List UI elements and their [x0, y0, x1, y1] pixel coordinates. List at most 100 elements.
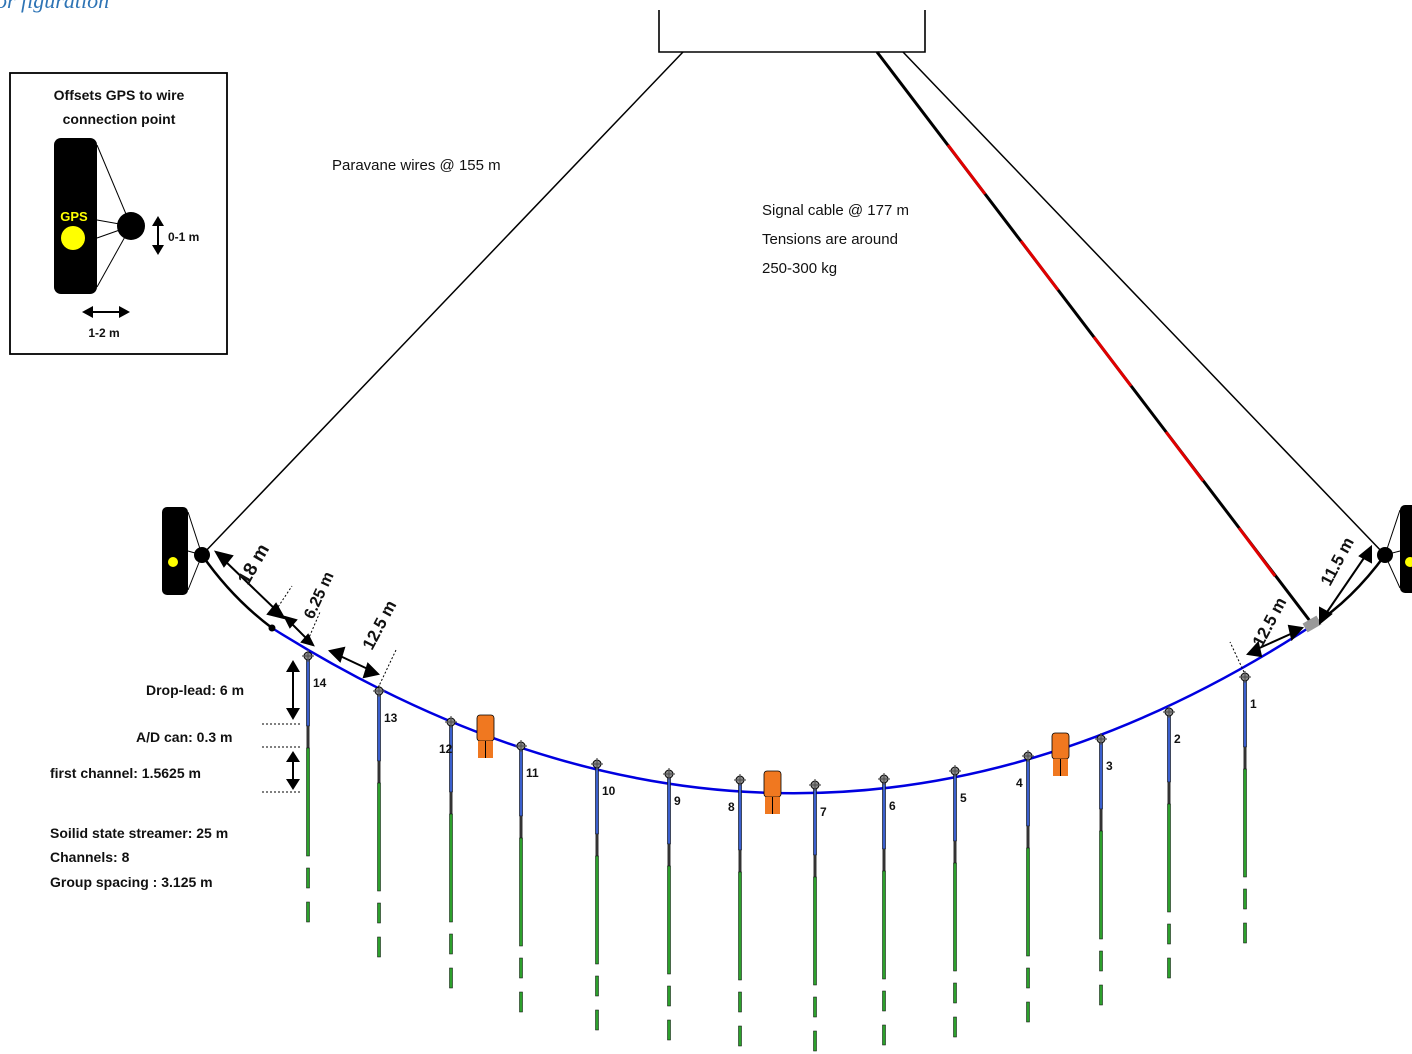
streamer-dash-b-5	[953, 1016, 957, 1038]
vessel-outline	[658, 10, 926, 53]
ad-can-label: A/D can: 0.3 m	[136, 729, 232, 745]
streamer-dash-a-8	[738, 991, 742, 1013]
streamer-11: 11	[515, 740, 539, 1013]
dim-11-5m: 11.5 m	[1317, 534, 1358, 589]
dim-12-5m-left: 12.5 m	[359, 597, 401, 653]
streamer-12: 12	[439, 716, 457, 989]
dimension-arrows	[213, 544, 1372, 679]
drop-lead-5	[953, 770, 957, 842]
streamer-dash-b-7	[813, 1030, 817, 1052]
streamer-section-12	[449, 813, 453, 923]
streamer-dash-a-10	[595, 975, 599, 997]
bird-12	[476, 714, 495, 758]
streamer-dash-b-2	[1167, 957, 1171, 979]
drop-lead-13	[377, 690, 381, 762]
streamer-dash-b-3	[1099, 984, 1103, 1006]
streamer-section-3	[1099, 830, 1103, 940]
left-paravane	[162, 507, 210, 595]
streamer-number-10: 10	[602, 784, 616, 798]
streamer-dash-a-1	[1243, 888, 1247, 910]
streamer-length-label: Soilid state streamer: 25 m	[50, 825, 228, 841]
signal-cable-label: Signal cable @ 177 m	[762, 202, 909, 219]
streamer-dash-a-6	[882, 990, 886, 1012]
streamer-number-6: 6	[889, 799, 896, 813]
streamer-dash-a-12	[449, 933, 453, 955]
streamer-section-2	[1167, 803, 1171, 913]
drop-lead-10	[595, 763, 599, 835]
streamer-dash-b-12	[449, 967, 453, 989]
drop-lead-14	[306, 655, 310, 727]
legend-guides	[262, 723, 302, 793]
ad-can-1	[1243, 747, 1247, 769]
ad-can-13	[377, 761, 381, 783]
streamer-10: 10	[591, 758, 616, 1031]
dimension-extension-lines	[275, 585, 1245, 689]
streamer-14: 14	[302, 650, 327, 923]
drop-lead-9	[667, 773, 671, 845]
streamer-number-1: 1	[1250, 697, 1257, 711]
left-connection-point	[268, 624, 276, 632]
streamer-dash-a-11	[519, 957, 523, 979]
streamer-dash-a-13	[377, 902, 381, 924]
drop-lead-6	[882, 778, 886, 850]
ad-can-8	[738, 850, 742, 872]
streamer-section-6	[882, 870, 886, 980]
streamer-number-12: 12	[439, 742, 453, 756]
streamer-section-10	[595, 855, 599, 965]
drop-lead-2	[1167, 711, 1171, 783]
streamer-dash-b-10	[595, 1009, 599, 1031]
gps-label: GPS	[60, 209, 88, 224]
streamer-9: 9	[663, 768, 681, 1041]
streamer-5: 5	[949, 765, 967, 1038]
bird-8	[763, 770, 782, 814]
ad-can-10	[595, 834, 599, 856]
streamer-number-13: 13	[384, 711, 398, 725]
streamer-dash-b-9	[667, 1019, 671, 1041]
horizontal-offset-label: 1-2 m	[88, 326, 119, 340]
gps-icon	[61, 226, 85, 250]
streamer-4: 4	[1016, 750, 1034, 1023]
streamer-number-9: 9	[674, 794, 681, 808]
ad-can-6	[882, 849, 886, 871]
tension-value-label: 250-300 kg	[762, 260, 837, 277]
streamer-section-11	[519, 837, 523, 947]
streamer-8: 8	[728, 774, 746, 1047]
streamer-3: 3	[1095, 733, 1113, 1006]
inset-paravane-body	[54, 138, 97, 294]
channels-label: Channels: 8	[50, 849, 130, 865]
header-fragment: or figuration	[0, 0, 109, 13]
signal-cable-connector	[1302, 615, 1322, 633]
dim-6-25m: 6.25 m	[301, 569, 337, 621]
ad-can-11	[519, 816, 523, 838]
streamer-dash-a-5	[953, 982, 957, 1004]
streamer-section-4	[1026, 847, 1030, 957]
ad-can-2	[1167, 782, 1171, 804]
streamer-1: 1	[1239, 671, 1257, 944]
streamer-section-7	[813, 876, 817, 986]
first-channel-label: first channel: 1.5625 m	[50, 765, 201, 781]
drop-lead-1	[1243, 676, 1247, 748]
left-lead-in	[200, 554, 273, 629]
gps-offset-inset: Offsets GPS to wire connection point GPS…	[9, 72, 228, 355]
vertical-offset-label: 0-1 m	[168, 230, 199, 244]
drop-lead-7	[813, 784, 817, 856]
dim-12-5m-right: 12.5 m	[1249, 594, 1291, 650]
ad-can-4	[1026, 826, 1030, 848]
streamer-section-9	[667, 865, 671, 975]
signal-cable-red-markers	[946, 144, 1277, 577]
streamer-number-8: 8	[728, 800, 735, 814]
streamer-dash-a-9	[667, 985, 671, 1007]
tension-label: Tensions are around	[762, 231, 898, 248]
streamer-number-14: 14	[313, 676, 327, 690]
inset-title-line2: connection point	[63, 111, 176, 127]
streamer-7: 7	[809, 779, 827, 1052]
streamer-section-5	[953, 862, 957, 972]
streamer-number-5: 5	[960, 791, 967, 805]
drop-lead-11	[519, 745, 523, 817]
ad-can-7	[813, 855, 817, 877]
drop-lead-12	[449, 721, 453, 793]
streamer-dash-a-3	[1099, 950, 1103, 972]
ad-can-12	[449, 792, 453, 814]
streamer-section-8	[738, 871, 742, 981]
